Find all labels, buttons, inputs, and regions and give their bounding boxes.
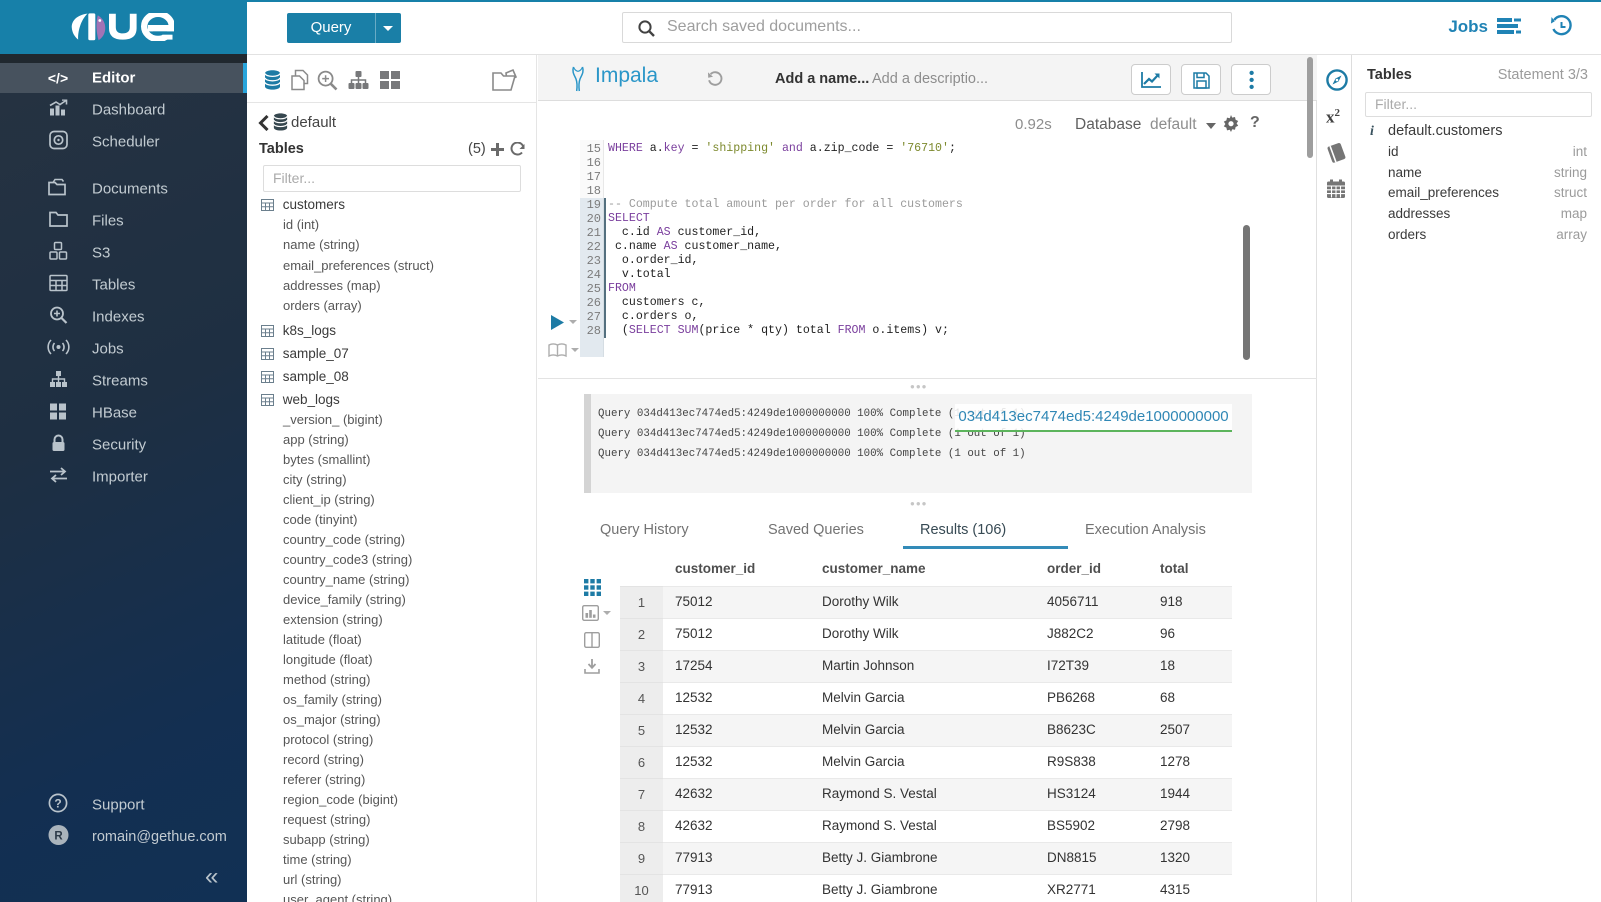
svg-text:?: ? (54, 797, 61, 811)
svg-text:R: R (54, 831, 63, 843)
